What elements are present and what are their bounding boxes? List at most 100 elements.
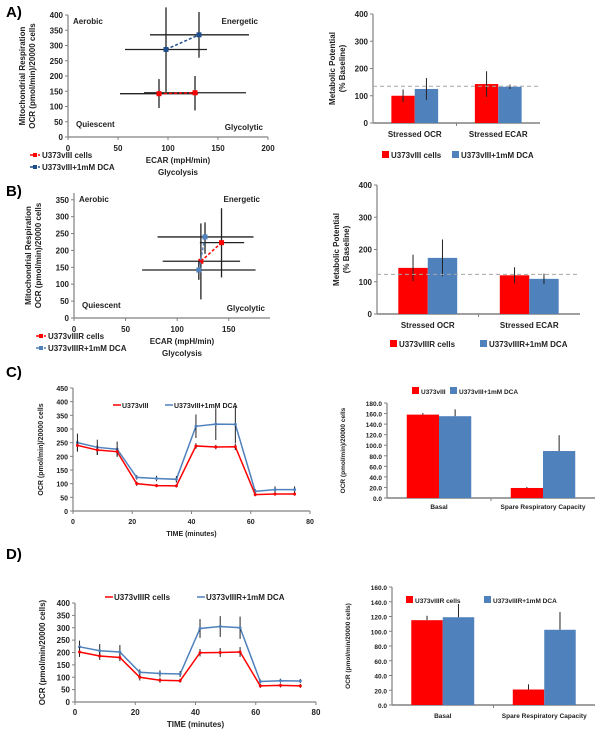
y-tick-label: 140.0 xyxy=(366,422,383,429)
x-tick-label: 60 xyxy=(251,708,260,717)
data-point xyxy=(135,475,139,479)
y-tick-label: 300 xyxy=(56,213,70,222)
panel-label-a: A) xyxy=(6,4,22,21)
y-tick-label: 180.0 xyxy=(366,401,383,408)
data-point xyxy=(192,90,198,96)
legend-label: U373vIII+1mM DCA xyxy=(42,163,115,172)
y-tick-label: 200 xyxy=(56,454,68,461)
data-point xyxy=(174,484,178,488)
y-axis-title: OCR (pmol/min/20000 cells) xyxy=(38,599,47,705)
data-point xyxy=(178,679,182,683)
data-point xyxy=(115,450,119,454)
bar xyxy=(529,278,559,314)
data-point xyxy=(138,670,142,674)
bar-chart-b: 0 100 200 300 400 Stressed OCR Stressed ECAR U3… xyxy=(332,181,580,349)
y-tick-label: 150 xyxy=(56,263,70,272)
legend-swatch xyxy=(406,596,413,603)
y-tick-label: 100 xyxy=(50,103,64,112)
bar xyxy=(391,95,415,123)
y-tick-label: 0 xyxy=(364,119,369,128)
y-tick-label: 300 xyxy=(56,427,68,434)
x-axis-title: TIME (minutes) xyxy=(167,720,225,729)
category-label: Stressed ECAR xyxy=(469,130,528,139)
data-point xyxy=(233,422,237,426)
y-tick-label: 300 xyxy=(57,624,71,633)
category-label: Basal xyxy=(434,713,452,720)
x-tick-label: 100 xyxy=(161,144,175,153)
legend-marker xyxy=(39,346,43,350)
y-tick-label: 400 xyxy=(355,10,369,19)
y-tick-label: 50 xyxy=(54,118,63,127)
y-tick-label: 20.0 xyxy=(369,485,382,492)
y-tick-label: 50 xyxy=(60,297,69,306)
y-tick-label: 250 xyxy=(56,230,70,239)
y-tick-label: 200 xyxy=(56,246,70,255)
y-tick-label: 100 xyxy=(56,280,70,289)
data-point xyxy=(118,655,122,659)
y-tick-label: 200 xyxy=(359,246,373,255)
y-tick-label: 20.0 xyxy=(374,688,387,695)
x-tick-label: 200 xyxy=(261,144,275,153)
series-line xyxy=(77,444,295,496)
data-point xyxy=(158,678,162,682)
y-tick-label: 400 xyxy=(359,181,373,190)
legend-swatch xyxy=(412,387,419,394)
data-point xyxy=(198,258,204,264)
y-axis-subtitle: (% Baseline) xyxy=(338,44,347,92)
y-tick-label: 100.0 xyxy=(366,443,383,450)
legend-swatch xyxy=(452,151,459,158)
y-axis-title: Metabolic Potential xyxy=(328,32,337,105)
quadrant-label-aerobic: Aerobic xyxy=(79,195,109,204)
bar xyxy=(439,416,472,498)
bar-chart-c: 0.0 20.0 40.0 60.0 80.0 100.0 120.0 140.0 160.0 1… xyxy=(340,387,595,511)
data-point xyxy=(155,484,159,488)
category-label: Stressed ECAR xyxy=(500,321,559,330)
x-tick-label: 80 xyxy=(306,519,314,526)
panel-label-c: C) xyxy=(6,364,22,381)
y-axis-subtitle: OCR (pmol/min)/20000 cells xyxy=(34,202,43,308)
legend-marker xyxy=(39,334,43,338)
bar xyxy=(442,617,475,705)
data-point xyxy=(198,626,202,630)
data-point xyxy=(196,32,202,38)
y-tick-label: 350 xyxy=(56,196,70,205)
legend-label: U373vIII+1mM DCA xyxy=(461,151,534,160)
data-point xyxy=(194,424,198,428)
bar-chart-d: 0.0 20.0 40.0 60.0 80.0 100.0 120.0 140.0 160.0 B… xyxy=(345,585,595,720)
legend-label: U373vIIIR cells xyxy=(415,598,461,605)
data-point xyxy=(214,422,218,426)
series-line xyxy=(77,423,295,493)
x-axis-title: TIME (minutes) xyxy=(166,531,216,538)
data-point xyxy=(156,91,162,97)
x-tick-label: 50 xyxy=(114,144,123,153)
x-axis-subtitle: Glycolysis xyxy=(162,349,203,358)
y-tick-label: 350 xyxy=(56,413,68,420)
data-point xyxy=(258,684,262,688)
data-point xyxy=(278,679,282,683)
legend-label: U373vIII xyxy=(122,403,149,410)
y-tick-label: 400 xyxy=(56,400,68,407)
data-point xyxy=(273,492,277,496)
data-point xyxy=(98,649,102,653)
y-tick-label: 450 xyxy=(56,386,68,393)
y-tick-label: 100 xyxy=(57,673,71,682)
data-point xyxy=(258,679,262,683)
scatter-chart-a: 0 50 100 150 200 250 300 350 400 0 50 100 150 200 Aero… xyxy=(18,7,275,177)
y-tick-label: 350 xyxy=(57,611,71,620)
bar xyxy=(512,689,545,705)
y-axis-title: OCR (pmol/min)/20000 cells xyxy=(340,407,347,493)
y-tick-label: 60.0 xyxy=(369,464,382,471)
x-tick-label: 40 xyxy=(191,708,200,717)
quadrant-label-quiescent: Quiescent xyxy=(76,120,115,129)
legend-label: U373vIII cells xyxy=(42,151,93,160)
y-tick-label: 250 xyxy=(50,57,64,66)
category-label: Spare Respiratory Capacity xyxy=(502,713,587,720)
y-tick-label: 300 xyxy=(50,42,64,51)
y-tick-label: 0 xyxy=(59,133,64,142)
data-point xyxy=(293,492,297,496)
x-tick-label: 80 xyxy=(312,708,321,717)
y-axis-subtitle: OCR (pmol/min)/20000 cells xyxy=(28,23,37,129)
data-point xyxy=(78,645,82,649)
legend-marker xyxy=(33,153,37,157)
x-tick-label: 0 xyxy=(66,144,71,153)
